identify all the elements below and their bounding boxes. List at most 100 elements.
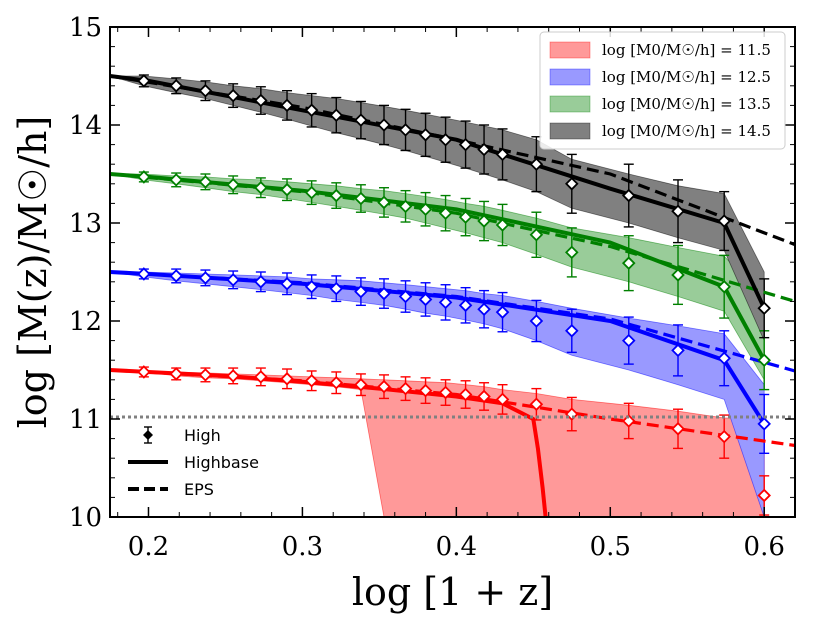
diamond-marker-series-0 [757, 488, 771, 503]
diamond-marker-series-1 [717, 351, 731, 366]
diamond-marker-series-1 [438, 295, 453, 310]
diamond-marker-series-0 [304, 374, 319, 388]
diamond-marker-series-0 [280, 372, 294, 386]
diamond-marker-series-2 [169, 173, 183, 187]
y-tick-label: 12 [69, 307, 102, 337]
diamond-marker-series-1 [757, 417, 771, 431]
legend-label-3: log [M0/M☉/h] = 14.5 [602, 122, 771, 140]
axes: 0.2 0.3 0.4 0.5 0.6 10 11 12 13 14 15 log [1 + z] lo… [11, 13, 796, 614]
diamond-marker-series-0 [377, 379, 391, 394]
diamond-marker-series-2 [458, 210, 473, 224]
diamond-marker-series-3 [169, 79, 183, 93]
diamond-marker-series-2 [438, 206, 453, 220]
diamond-marker-series-2 [495, 218, 510, 232]
diamond-marker-series-2 [280, 182, 294, 197]
diamond-marker-series-0 [354, 377, 368, 392]
diamond-marker-series-0 [671, 422, 685, 436]
style-legend-label-0: High [184, 426, 221, 445]
diamond-marker-series-2 [757, 353, 771, 367]
style-legend-label-1: Highbase [184, 453, 259, 472]
y-tick-label: 14 [69, 111, 102, 141]
diamond-marker-series-3 [458, 137, 473, 152]
diamond-marker-series-0 [137, 365, 151, 379]
style-legend-label-2: EPS [184, 480, 214, 499]
diamond-marker-series-1 [304, 279, 319, 294]
diamond-marker-series-3 [354, 113, 368, 127]
diamond-marker-series-1 [254, 275, 268, 289]
diamond-marker-series-1 [354, 284, 368, 299]
diamond-marker-series-3 [565, 177, 579, 191]
diamond-marker-series-1 [529, 314, 544, 328]
x-tick-label: 0.4 [436, 532, 477, 562]
legend-swatch-3 [549, 122, 591, 140]
diamond-marker-series-2 [137, 170, 151, 184]
series-legend-box [539, 31, 786, 150]
diamond-marker-series-2 [477, 214, 491, 228]
diamond-marker-series-1 [377, 286, 391, 301]
diamond-marker-series-1 [137, 267, 151, 281]
legend-diamond-marker [143, 430, 153, 440]
diamond-marker-series-1 [458, 298, 473, 313]
diamond-marker-series-2 [398, 199, 413, 214]
diamond-marker-series-2 [671, 268, 685, 282]
x-axis-label: log [1 + z] [352, 570, 553, 614]
diamond-marker-series-3 [377, 118, 391, 132]
diamond-marker-series-3 [329, 108, 344, 122]
diamond-marker-series-0 [226, 369, 240, 383]
legend-swatch-2 [549, 95, 591, 113]
diamond-marker-series-2 [329, 188, 344, 203]
diamond-marker-series-2 [377, 195, 391, 210]
diamond-marker-series-2 [354, 191, 368, 206]
diamond-marker-series-3 [398, 123, 413, 137]
diamond-marker-series-1 [280, 276, 294, 291]
legend-label-0: log [M0/M☉/h] = 11.5 [602, 41, 771, 59]
diamond-marker-series-3 [529, 157, 544, 171]
diamond-marker-series-1 [477, 302, 491, 317]
diamond-marker-series-3 [418, 128, 433, 142]
diamond-marker-series-0 [477, 389, 491, 404]
diamond-marker-series-3 [757, 301, 771, 316]
legend-swatch-0 [549, 41, 591, 59]
y-tick-label: 11 [69, 405, 102, 435]
diamond-marker-series-3 [621, 188, 636, 203]
diamond-marker-series-3 [717, 214, 731, 228]
diamond-marker-series-1 [418, 292, 433, 307]
diamond-marker-series-0 [198, 368, 213, 382]
diamond-marker-series-0 [438, 385, 453, 400]
diamond-marker-series-3 [304, 103, 319, 118]
diamond-marker-series-2 [621, 256, 636, 270]
plot-frame [109, 26, 796, 518]
series-legend: log [M0/M☉/h] = 11.5 log [M0/M☉/h] = 12.5… [539, 31, 786, 150]
diamond-marker-series-2 [418, 202, 433, 217]
y-tick-label: 13 [69, 209, 102, 239]
x-tick-label: 0.5 [590, 532, 631, 562]
diamond-marker-series-0 [254, 370, 268, 384]
style-legend: High Highbase EPS [128, 426, 259, 499]
y-tick-label: 15 [69, 13, 102, 43]
diamond-marker-series-0 [169, 367, 183, 381]
diamond-marker-series-0 [458, 387, 473, 402]
diamond-marker-series-2 [304, 185, 319, 200]
x-tick-label: 0.2 [128, 532, 169, 562]
legend-label-2: log [M0/M☉/h] = 13.5 [602, 95, 771, 113]
diamond-marker-series-3 [438, 132, 453, 147]
diamond-marker-series-0 [529, 397, 544, 412]
diamond-marker-series-1 [226, 273, 240, 287]
diamond-marker-series-1 [671, 343, 685, 358]
diamond-marker-series-2 [529, 227, 544, 242]
x-tick-label: 0.6 [744, 532, 785, 562]
diamond-marker-series-1 [495, 305, 510, 319]
diamond-marker-series-2 [226, 178, 240, 192]
diamond-marker-series-1 [169, 269, 183, 283]
data-markers [137, 74, 771, 503]
diamond-marker-series-1 [621, 333, 636, 348]
legend-label-1: log [M0/M☉/h] = 12.5 [602, 68, 771, 86]
diamond-marker-series-3 [198, 83, 213, 98]
diamond-marker-series-1 [398, 289, 413, 304]
diamond-marker-series-0 [717, 429, 731, 444]
diamond-marker-series-3 [477, 142, 491, 157]
diamond-marker-series-3 [226, 88, 240, 103]
diamond-marker-series-0 [329, 375, 344, 390]
diamond-marker-series-3 [671, 204, 685, 219]
